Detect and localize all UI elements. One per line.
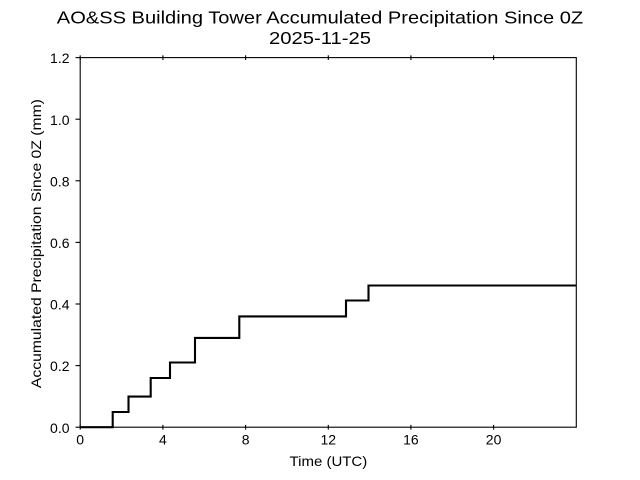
- svg-text:16: 16: [403, 432, 419, 448]
- svg-text:1.2: 1.2: [50, 50, 70, 66]
- svg-text:8: 8: [242, 432, 250, 448]
- svg-text:0.2: 0.2: [50, 358, 70, 374]
- svg-text:0.8: 0.8: [50, 173, 70, 189]
- svg-text:0.4: 0.4: [50, 297, 70, 313]
- svg-text:20: 20: [486, 432, 502, 448]
- svg-text:Accumulated Precipitation Sinc: Accumulated Precipitation Since 0Z (mm): [28, 99, 44, 388]
- svg-text:0: 0: [76, 432, 84, 448]
- svg-text:12: 12: [321, 432, 337, 448]
- svg-text:Time (UTC): Time (UTC): [290, 453, 368, 469]
- svg-text:1.0: 1.0: [50, 112, 70, 128]
- svg-text:4: 4: [159, 432, 167, 448]
- svg-text:2025-11-25: 2025-11-25: [269, 28, 371, 48]
- svg-text:AO&SS Building Tower Accumulat: AO&SS Building Tower Accumulated Precipi…: [57, 7, 584, 27]
- svg-text:0.0: 0.0: [50, 420, 70, 436]
- svg-text:0.6: 0.6: [50, 235, 70, 251]
